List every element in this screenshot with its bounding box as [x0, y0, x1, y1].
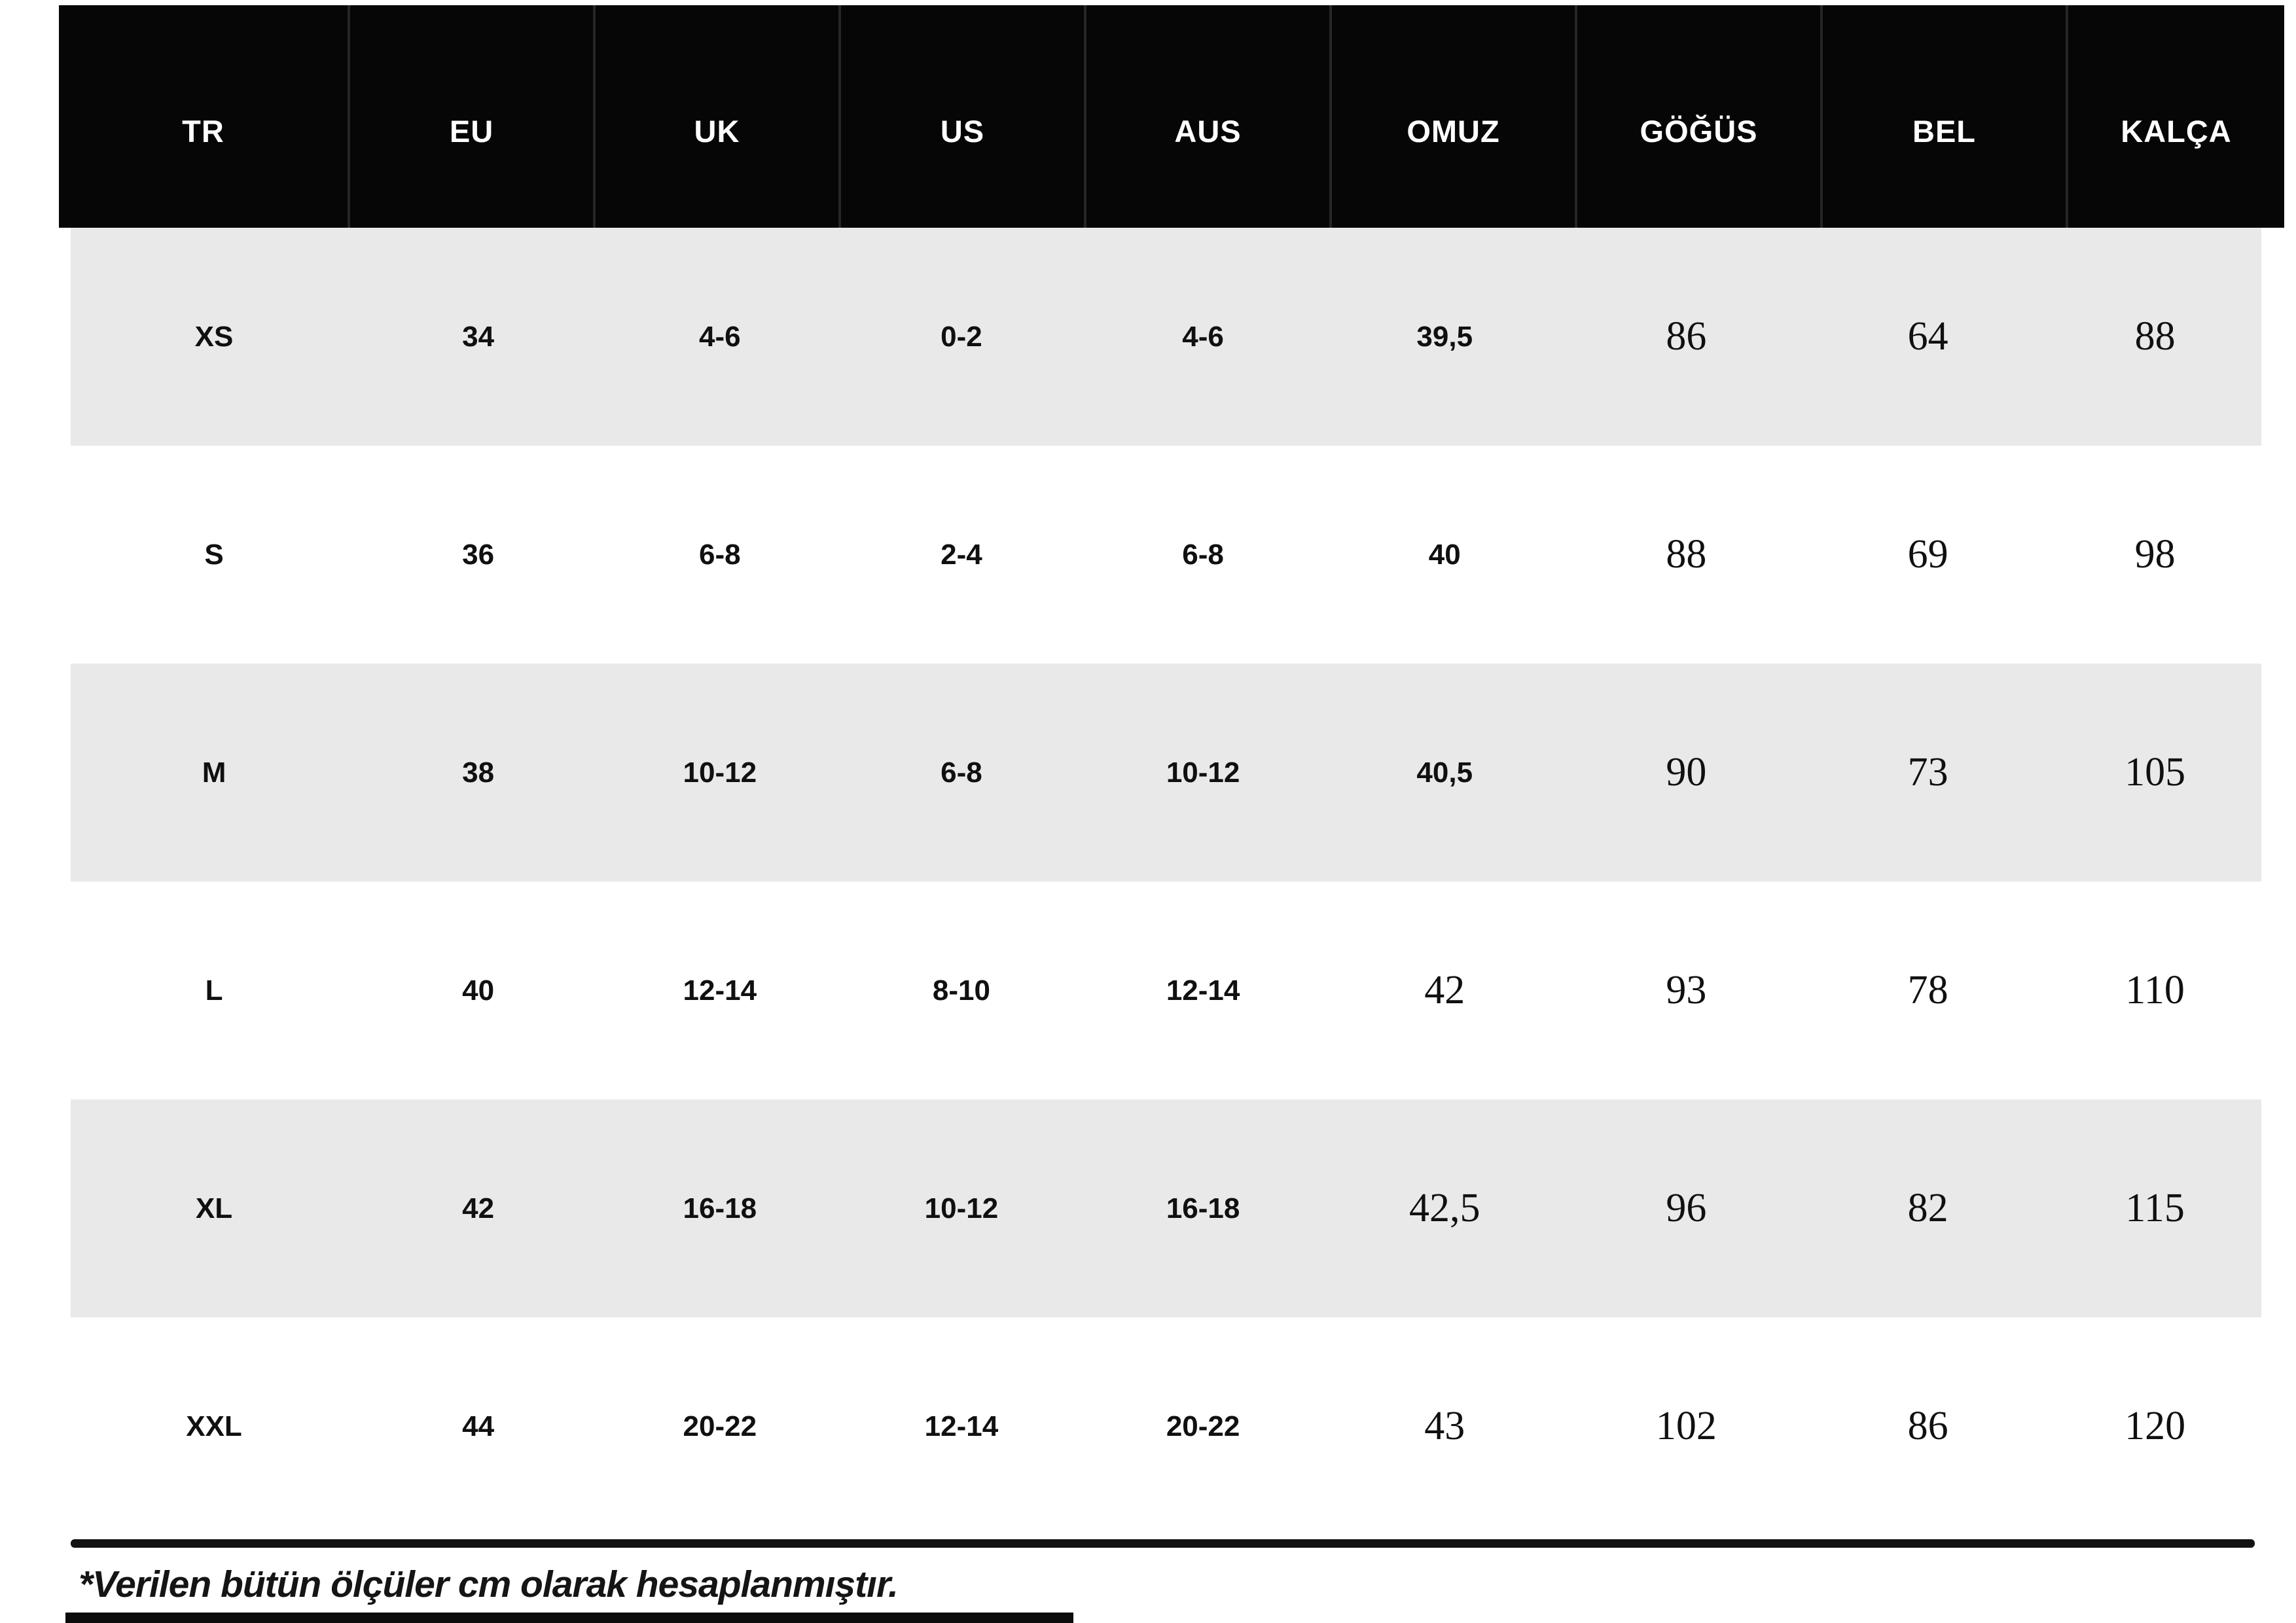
column-header-tr: TR [59, 5, 350, 228]
cell-xl-kalca: 115 [2125, 1186, 2185, 1230]
cell-m-gogus: 90 [1666, 750, 1707, 794]
cell-xxl-omuz: 43 [1424, 1404, 1465, 1448]
column-header-aus: AUS [1086, 5, 1332, 228]
table-row-xl: XL 42 16-18 10-12 16-18 42,5 96 82 115 [71, 1099, 2261, 1317]
cell-s-uk: 6-8 [698, 538, 741, 571]
column-header-kalca: KALÇA [2121, 113, 2232, 149]
cell-xs-kalca: 88 [2134, 314, 2176, 359]
cell-xl-uk: 16-18 [683, 1192, 757, 1224]
cell-m-kalca: 105 [2125, 750, 2186, 794]
cell-xs-gogus: 86 [1666, 314, 1707, 359]
cell-m-eu: 38 [462, 756, 495, 789]
cell-xxl-aus: 20-22 [1166, 1410, 1240, 1442]
cell-m-aus: 10-12 [1166, 756, 1240, 789]
size-label-xl: XL [195, 1192, 233, 1224]
cell-xl-us: 10-12 [924, 1192, 999, 1224]
cell-m-bel: 73 [1907, 750, 1948, 794]
cell-s-gogus: 88 [1666, 532, 1707, 577]
column-header-us: US [841, 5, 1086, 228]
size-label-m: M [202, 756, 226, 789]
cell-xxl-gogus: 102 [1655, 1404, 1717, 1448]
size-label-xs: XS [194, 320, 234, 353]
table-body: XS 34 4-6 0-2 4-6 39,5 86 64 88 S 36 6-8 2-4 6-8 40 88 6… [59, 228, 2284, 1535]
cell-s-omuz: 40 [1428, 538, 1461, 571]
cell-xs-bel: 64 [1907, 314, 1948, 359]
cell-xxl-eu: 44 [462, 1410, 495, 1442]
table-row-xxl: XXL 44 20-22 12-14 20-22 43 102 86 120 [71, 1317, 2261, 1535]
column-header-eu: EU [350, 5, 596, 228]
cell-m-omuz: 40,5 [1416, 756, 1473, 789]
cell-l-us: 8-10 [932, 974, 990, 1007]
column-header-gogus: GÖĞÜS [1577, 5, 1823, 228]
table-row-s: S 36 6-8 2-4 6-8 40 88 69 98 [71, 446, 2261, 664]
cell-xs-uk: 4-6 [698, 320, 741, 353]
size-label-s: S [204, 538, 224, 571]
cell-l-omuz: 42 [1424, 968, 1465, 1012]
cell-l-uk: 12-14 [683, 974, 757, 1007]
cell-xs-omuz: 39,5 [1416, 320, 1473, 353]
cell-xxl-uk: 20-22 [683, 1410, 757, 1442]
cell-xxl-kalca: 120 [2125, 1404, 2186, 1448]
cell-xl-bel: 82 [1907, 1186, 1948, 1230]
cell-l-eu: 40 [462, 974, 495, 1007]
cell-m-uk: 10-12 [683, 756, 757, 789]
cell-s-bel: 69 [1907, 532, 1948, 577]
bottom-edge-bar [65, 1613, 1073, 1623]
cell-xs-aus: 4-6 [1182, 320, 1224, 353]
cell-xxl-us: 12-14 [924, 1410, 999, 1442]
table-header-row: TR EU UK US AUS OMUZ GÖĞÜS BEL KALÇA [59, 5, 2284, 228]
column-header-bel: BEL [1823, 5, 2068, 228]
cell-xxl-bel: 86 [1907, 1404, 1948, 1448]
cell-xs-eu: 34 [462, 320, 495, 353]
size-chart-table: TR EU UK US AUS OMUZ GÖĞÜS BEL KALÇA XS 34 4-6 0-2 4… [59, 5, 2284, 1535]
cell-xl-aus: 16-18 [1166, 1192, 1240, 1224]
column-header-uk: UK [596, 5, 841, 228]
cell-xl-gogus: 96 [1666, 1186, 1707, 1230]
cell-xs-us: 0-2 [941, 320, 982, 353]
column-header-omuz: OMUZ [1332, 5, 1577, 228]
table-row-m: M 38 10-12 6-8 10-12 40,5 90 73 105 [71, 664, 2261, 882]
cell-s-eu: 36 [462, 538, 495, 571]
cell-l-kalca: 110 [2125, 968, 2185, 1012]
cell-s-kalca: 98 [2134, 532, 2176, 577]
cell-xl-eu: 42 [462, 1192, 495, 1224]
footnote: *Verilen bütün ölçüler cm olarak hesapla… [79, 1563, 899, 1605]
size-label-xxl: XXL [186, 1410, 242, 1442]
cell-l-gogus: 93 [1666, 968, 1707, 1012]
table-row-l: L 40 12-14 8-10 12-14 42 93 78 110 [71, 882, 2261, 1099]
footnote-divider [71, 1539, 2255, 1548]
size-label-l: L [205, 974, 223, 1007]
cell-s-aus: 6-8 [1182, 538, 1224, 571]
cell-xl-omuz: 42,5 [1409, 1186, 1480, 1230]
cell-s-us: 2-4 [941, 538, 982, 571]
table-row-xs: XS 34 4-6 0-2 4-6 39,5 86 64 88 [71, 228, 2261, 446]
cell-m-us: 6-8 [941, 756, 982, 789]
cell-l-aus: 12-14 [1166, 974, 1240, 1007]
cell-l-bel: 78 [1907, 968, 1948, 1012]
